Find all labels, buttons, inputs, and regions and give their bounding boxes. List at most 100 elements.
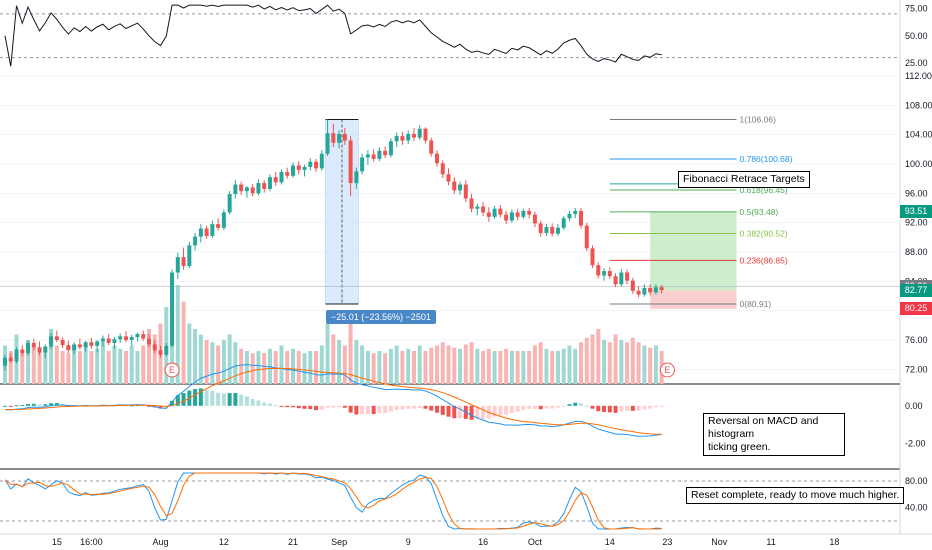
candle-body — [20, 349, 25, 354]
candle-body — [625, 272, 630, 281]
macd-histogram-bar — [509, 405, 514, 414]
volume-bar — [613, 334, 618, 384]
volume-bar — [538, 342, 543, 384]
candle-body — [463, 184, 468, 199]
earnings-label: E — [169, 365, 175, 375]
macd-histogram-bar — [602, 405, 607, 412]
volume-bar — [89, 351, 94, 384]
volume-bar — [296, 351, 301, 384]
candle-body — [239, 184, 244, 192]
volume-bar — [342, 345, 347, 384]
macd-histogram-bar — [458, 405, 463, 419]
macd-histogram-bar — [210, 390, 215, 406]
macd-histogram-bar — [49, 403, 54, 406]
price-tick-label: 72.00 — [905, 364, 928, 374]
candle-body — [492, 208, 497, 217]
macd-histogram-bar — [469, 405, 474, 420]
macd-histogram-bar — [423, 405, 428, 409]
macd-histogram-bar — [584, 405, 589, 407]
macd-histogram-bar — [314, 405, 319, 411]
volume-bar — [636, 342, 641, 384]
macd-tick-label: 0.00 — [905, 401, 923, 411]
candle-body — [100, 338, 105, 342]
stochastic-annotation[interactable]: Reset complete, ready to move much highe… — [686, 487, 905, 504]
fib-level-label: 1(106.06) — [740, 115, 777, 125]
measure-label: −25.01 (−23.56%) −2501 — [326, 310, 436, 324]
volume-bar — [567, 345, 572, 384]
macd-histogram-bar — [400, 405, 405, 410]
volume-bar — [515, 351, 520, 384]
volume-bar — [400, 351, 405, 384]
price-tick-label: 112.00 — [905, 71, 932, 81]
candle-body — [175, 257, 180, 273]
macd-histogram-bar — [527, 405, 532, 409]
candle-body — [221, 212, 226, 228]
x-tick-label: 16 — [478, 537, 488, 547]
candle-body — [262, 183, 267, 189]
axes: 75.00 50.00 25.00 112.00 108.00 104.00 100.00 9… — [52, 3, 932, 547]
macd-histogram-bar — [394, 405, 399, 411]
candle-body — [607, 271, 612, 277]
macd-histogram-bar — [607, 405, 612, 413]
volume-bar — [54, 345, 59, 384]
macd-histogram-bar — [625, 405, 630, 411]
volume-bar — [653, 345, 658, 384]
volume-bar — [619, 340, 624, 384]
candle-body — [31, 342, 36, 348]
volume-bar — [458, 348, 463, 384]
candle-body — [365, 154, 370, 158]
x-tick-label: 9 — [406, 537, 411, 547]
volume-bar — [417, 345, 422, 384]
x-tick-label: 12 — [219, 537, 229, 547]
volume-bar — [602, 340, 607, 384]
volume-bar — [302, 353, 307, 384]
price-tick-label: 76.00 — [905, 335, 928, 345]
macd-histogram-bar — [250, 398, 255, 406]
volume-bar — [285, 351, 290, 384]
candle-body — [481, 206, 486, 213]
candle-body — [342, 133, 347, 141]
macd-histogram-bar — [158, 405, 163, 409]
candle-body — [267, 177, 272, 189]
macd-histogram-bar — [613, 405, 618, 413]
volume-bar — [388, 348, 393, 384]
fibonacci-annotation[interactable]: Fibonacci Retrace Targets — [678, 171, 810, 188]
macd-histogram-bar — [331, 405, 336, 408]
volume-bar — [31, 345, 36, 384]
candle-body — [331, 133, 336, 143]
macd-histogram-bar — [417, 405, 422, 408]
fib-level-label: 0.236(86.85) — [740, 255, 788, 265]
volume-bar — [550, 351, 555, 384]
price-tick-label: 88.00 — [905, 247, 928, 257]
volume-bar — [77, 351, 82, 384]
candle-body — [630, 280, 635, 291]
macd-histogram-bar — [54, 403, 59, 406]
volume-bar — [406, 348, 411, 384]
candle-body — [37, 347, 42, 353]
candle-body — [475, 206, 480, 209]
candle-body — [118, 336, 123, 340]
macd-histogram-bar — [164, 405, 169, 409]
candle-body — [123, 336, 128, 340]
macd-histogram-bar — [642, 405, 647, 410]
macd-histogram-bar — [43, 404, 48, 406]
macd-histogram-bar — [590, 405, 595, 409]
macd-annotation[interactable]: Reversal on MACD and histogram ticking g… — [703, 413, 845, 456]
candle-body — [72, 344, 77, 351]
macd-signal-line — [4, 367, 662, 435]
candle-body — [394, 136, 399, 142]
candle-body — [388, 141, 393, 156]
volume-bar — [383, 353, 388, 384]
volume-bar — [325, 323, 330, 384]
volume-bar — [492, 351, 497, 384]
candle-body — [642, 287, 647, 295]
candle-body — [285, 172, 290, 176]
candle-body — [411, 133, 416, 138]
volume-bar — [26, 340, 31, 384]
macd-histogram-bar — [319, 405, 324, 410]
candle-body — [244, 187, 249, 192]
candle-body — [371, 154, 376, 159]
candle-body — [337, 133, 342, 143]
macd-histogram-bar — [440, 405, 445, 415]
volume-bar — [337, 340, 342, 384]
